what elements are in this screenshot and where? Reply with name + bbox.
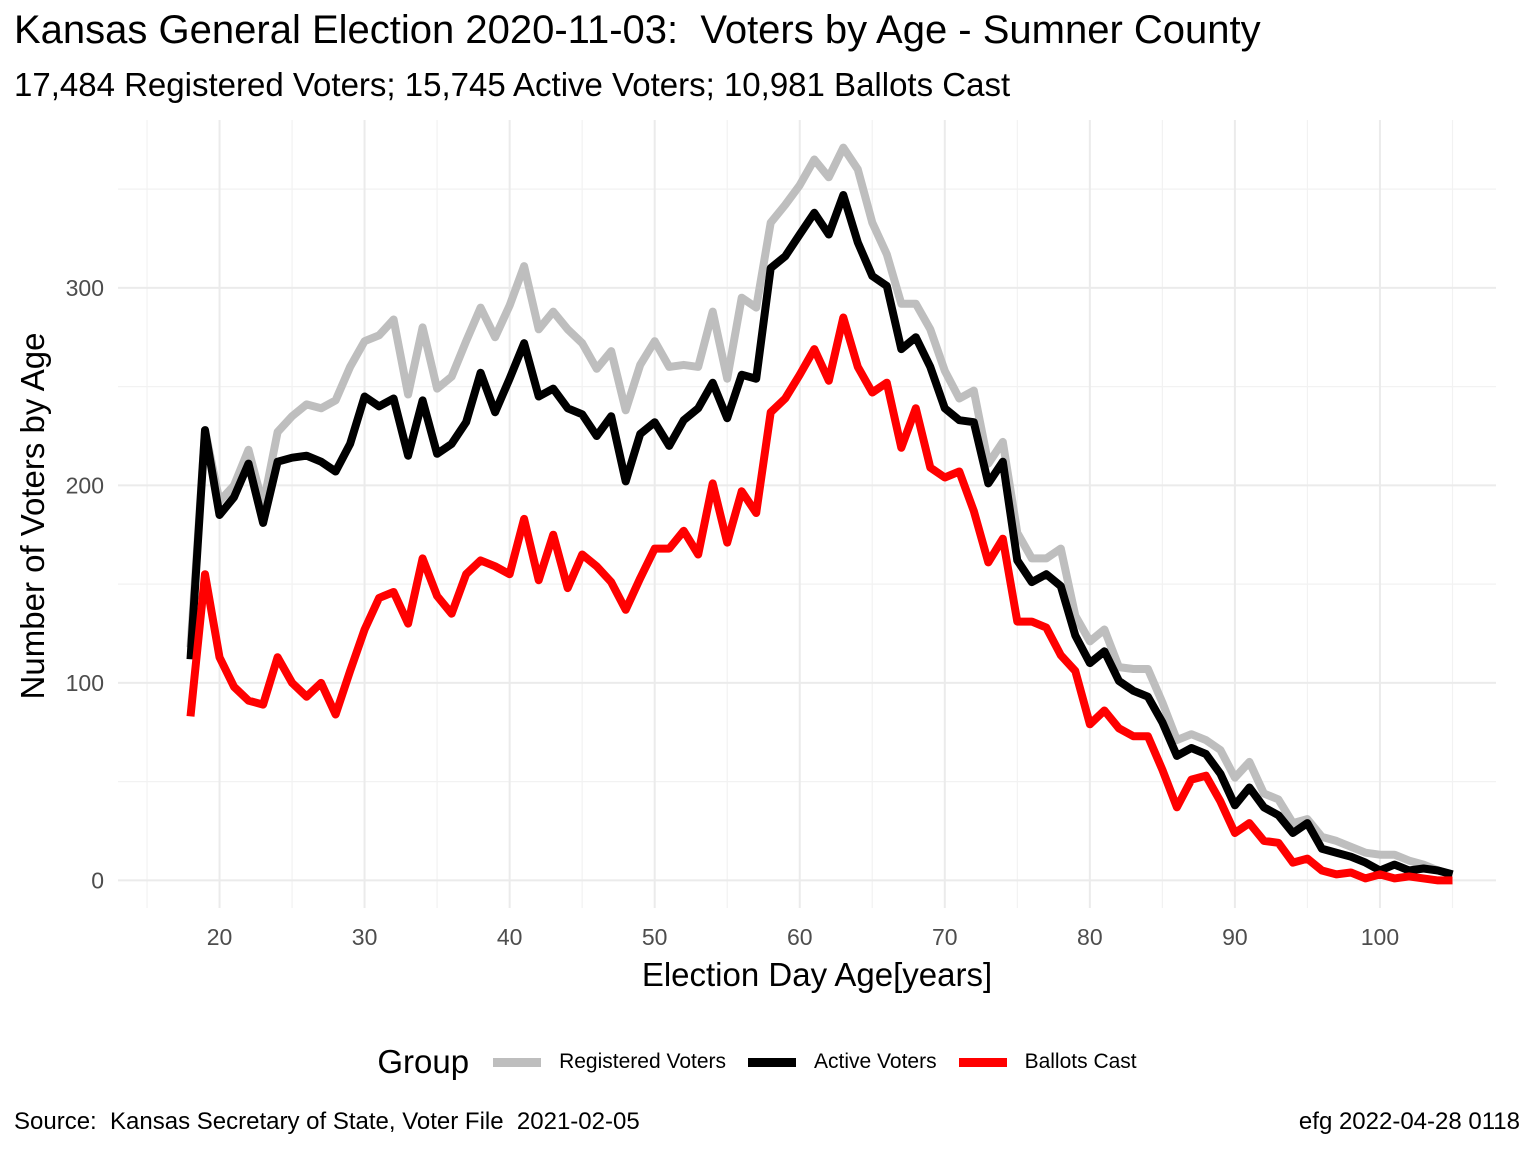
chart-title: Kansas General Election 2020-11-03: Vote… bbox=[14, 8, 1261, 52]
legend-label-active-voters: Active Voters bbox=[814, 1050, 937, 1073]
legend: Group Registered Voters Active Voters Ba… bbox=[0, 1038, 1536, 1086]
x-tick-label: 90 bbox=[1222, 924, 1248, 950]
creation-stamp: efg 2022-04-28 0118 bbox=[1298, 1108, 1520, 1135]
legend-label-ballots-cast: Ballots Cast bbox=[1024, 1050, 1137, 1073]
x-tick-label: 80 bbox=[1077, 924, 1103, 950]
legend-key-ballots-cast bbox=[958, 1057, 1007, 1067]
legend-title: Group bbox=[377, 1043, 470, 1080]
x-tick-label: 60 bbox=[787, 924, 813, 950]
legend-item-ballots-cast: Ballots Cast bbox=[958, 1050, 1137, 1074]
y-tick-label: 100 bbox=[66, 670, 104, 696]
y-tick-label: 300 bbox=[66, 275, 104, 301]
legend-key-registered-voters bbox=[493, 1057, 542, 1067]
x-tick-label: 70 bbox=[932, 924, 958, 950]
legend-item-registered-voters: Registered Voters bbox=[493, 1050, 726, 1074]
x-tick-label: 40 bbox=[497, 924, 523, 950]
x-tick-label: 50 bbox=[642, 924, 668, 950]
x-tick-label: 20 bbox=[207, 924, 233, 950]
series-line-ballots-cast bbox=[186, 313, 1453, 885]
x-tick-label: 100 bbox=[1361, 924, 1399, 950]
source-caption: Source: Kansas Secretary of State, Voter… bbox=[14, 1108, 640, 1135]
x-tick-label: 30 bbox=[352, 924, 378, 950]
axis-ticks: 20 30 40 50 60 70 80 90 100 0 100 200 300 bbox=[66, 275, 1400, 950]
series-line-active-voters bbox=[186, 191, 1454, 879]
series-line-registered-voters bbox=[186, 143, 1454, 879]
grid-lines bbox=[118, 120, 1496, 908]
chart-subtitle: 17,484 Registered Voters; 15,745 Active … bbox=[14, 66, 1011, 103]
legend-key-active-voters bbox=[748, 1057, 797, 1067]
y-axis-title: Number of Voters by Age bbox=[14, 333, 51, 700]
y-tick-label: 0 bbox=[91, 867, 104, 893]
y-tick-label: 200 bbox=[66, 472, 104, 498]
x-axis-title: Election Day Age[years] bbox=[642, 956, 992, 993]
legend-label-registered-voters: Registered Voters bbox=[559, 1050, 727, 1073]
legend-item-active-voters: Active Voters bbox=[748, 1050, 937, 1074]
series-lines bbox=[186, 143, 1454, 885]
